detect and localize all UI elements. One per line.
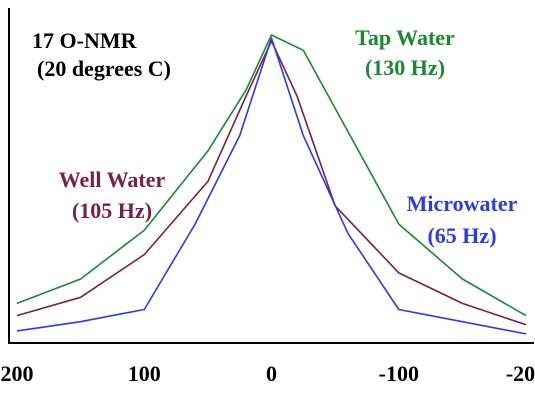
x-tick-label: 200: [1, 361, 34, 386]
title-line-2: (20 degrees C): [37, 56, 171, 81]
series-label-tap-water: Tap Water: [355, 25, 455, 50]
series-label-well-water: Well Water: [59, 167, 166, 192]
series-width-tap-water: (130 Hz): [365, 55, 445, 80]
x-tick-label: -200: [506, 361, 535, 386]
x-tick-label: 0: [266, 361, 277, 386]
x-tick-label: 100: [128, 361, 161, 386]
series-width-microwater: (65 Hz): [427, 223, 496, 248]
x-tick-label: -100: [379, 361, 419, 386]
series-width-well-water: (105 Hz): [72, 198, 152, 223]
title-line-1: 17 O-NMR: [32, 28, 138, 53]
x-tick-labels: 200 100 0 -100 -200: [1, 361, 535, 386]
series-label-microwater: Microwater: [407, 191, 518, 216]
